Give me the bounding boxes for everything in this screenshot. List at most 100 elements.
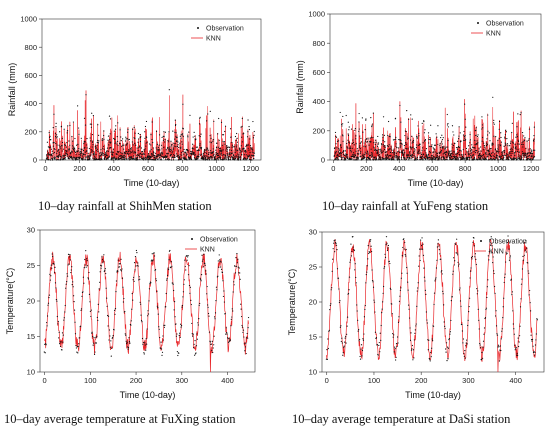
observation-point [91,332,93,334]
legend-knn-label: KNN [489,249,504,256]
observation-point [187,255,189,257]
observation-point [479,342,481,345]
observation-point [210,343,212,345]
observation-point [51,267,53,269]
observation-point [243,132,245,134]
observation-point [193,343,195,345]
observation-point [335,159,337,161]
observation-point [460,150,462,152]
observation-point [231,152,233,154]
observation-point [487,130,489,132]
observation-point [212,351,214,354]
observation-point [368,158,370,161]
observation-point [497,344,500,346]
observation-point [448,151,450,153]
observation-point [217,153,219,155]
observation-point [86,157,88,159]
observation-point [334,131,337,134]
x-tick-label: 200 [73,164,86,173]
observation-point [353,159,355,161]
observation-point [496,157,498,159]
observation-point [348,141,350,143]
observation-point [99,281,101,283]
observation-point [477,308,479,310]
observation-point [229,128,232,130]
observation-point [74,137,76,140]
observation-point [512,141,514,143]
observation-point [410,154,412,156]
observation-point [482,149,484,151]
observation-point [534,344,537,346]
observation-point [173,309,175,311]
observation-point [454,260,456,262]
observation-point [247,119,249,121]
observation-point [210,150,212,152]
observation-point [111,150,113,152]
observation-point [128,337,130,339]
observation-point [212,347,214,349]
observation-point [139,133,141,136]
observation-point [76,158,78,161]
observation-point [378,344,380,347]
observation-point [403,145,406,147]
observation-point [88,156,90,158]
observation-point [246,136,249,138]
observation-point [514,152,516,154]
series-scatter-observation [45,89,256,161]
observation-point [340,153,342,155]
observation-point [122,301,124,303]
observation-point [180,323,182,325]
observation-point [493,119,495,121]
observation-point [507,235,509,237]
observation-point [102,147,104,149]
observation-point [360,344,363,346]
observation-point [521,268,524,270]
observation-point [452,153,454,155]
observation-point [141,337,144,340]
observation-point [369,251,371,253]
observation-point [398,152,401,154]
observation-point [197,324,199,326]
observation-point [489,239,491,241]
observation-point [372,159,375,161]
observation-point [172,147,174,149]
observation-point [355,276,357,279]
observation-point [399,104,401,107]
observation-point [509,142,512,144]
observation-point [176,136,178,139]
observation-point [177,354,179,357]
observation-point [406,138,409,140]
observation-point [365,119,367,121]
observation-point [125,144,127,146]
observation-point [522,141,524,143]
observation-point [91,150,93,153]
observation-point [463,159,465,161]
observation-point [390,146,392,148]
observation-point [440,258,442,260]
observation-point [220,156,222,159]
observation-point [193,131,195,133]
observation-point [179,142,181,144]
observation-point [153,252,155,254]
observation-point [524,242,526,244]
observation-point [409,139,412,141]
observation-point [185,151,187,154]
observation-point [522,255,524,258]
observation-point [421,147,424,149]
observation-point [354,154,357,157]
observation-point [346,154,348,156]
observation-point [383,134,385,136]
observation-point [507,145,509,147]
observation-point [211,159,213,161]
observation-point [132,150,134,152]
observation-point [506,143,509,145]
observation-point [61,349,63,351]
observation-point [404,151,406,154]
observation-point [453,151,455,153]
observation-point [199,143,201,145]
observation-point [153,152,155,154]
observation-point [469,297,471,299]
observation-point [399,289,402,291]
observation-point [246,144,248,146]
observation-point [377,155,379,157]
